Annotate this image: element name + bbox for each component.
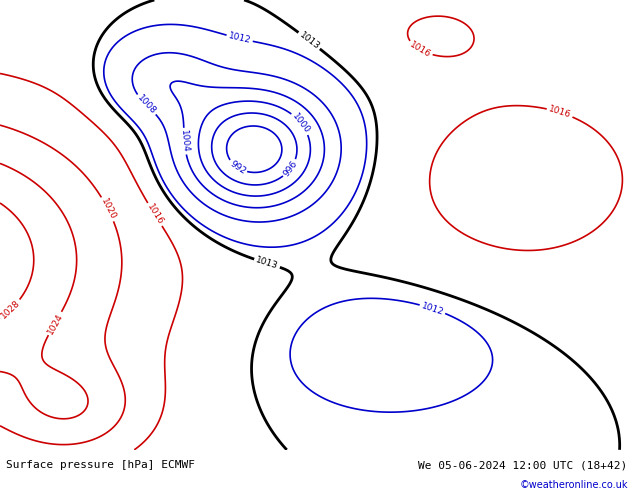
Text: 1004: 1004	[179, 129, 190, 153]
Text: 1016: 1016	[408, 40, 432, 59]
Text: 1000: 1000	[290, 112, 312, 135]
Text: 1020: 1020	[99, 197, 117, 221]
Text: 1016: 1016	[548, 105, 572, 120]
Text: ©weatheronline.co.uk: ©weatheronline.co.uk	[519, 480, 628, 490]
Text: 1008: 1008	[135, 93, 157, 116]
Text: We 05-06-2024 12:00 UTC (18+42): We 05-06-2024 12:00 UTC (18+42)	[418, 460, 628, 470]
Text: 1028: 1028	[0, 298, 22, 320]
Text: Surface pressure [hPa] ECMWF: Surface pressure [hPa] ECMWF	[6, 460, 195, 470]
Text: 1024: 1024	[46, 311, 65, 336]
Text: 1012: 1012	[420, 301, 445, 317]
Text: 1016: 1016	[145, 202, 165, 227]
Text: 1013: 1013	[255, 255, 280, 271]
Text: 1013: 1013	[297, 30, 321, 51]
Text: 996: 996	[281, 159, 299, 178]
Text: 1012: 1012	[228, 31, 252, 46]
Text: 992: 992	[228, 159, 247, 176]
